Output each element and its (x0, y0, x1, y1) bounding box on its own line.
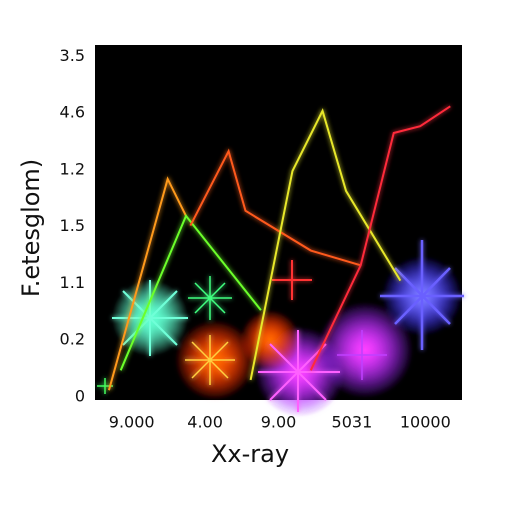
x-tick-label: 9.00 (261, 413, 297, 432)
y-tick-label: 1.2 (60, 159, 85, 178)
y-tick-label: 3.5 (60, 46, 85, 65)
y-tick-label: 1.1 (60, 273, 85, 292)
x-tick-label: 5031 (332, 413, 373, 432)
x-axis-label: Xx-ray (211, 440, 289, 468)
line (107, 176, 187, 391)
x-tick-label: 10000 (400, 413, 451, 432)
y-tick-label: 0 (75, 387, 85, 406)
lines (107, 105, 451, 391)
line (189, 148, 361, 267)
y-tick-label: 4.6 (60, 103, 85, 122)
y-tick-label: 1.5 (60, 216, 85, 235)
x-tick-label: 4.00 (187, 413, 223, 432)
y-tick-label: 0.2 (60, 330, 85, 349)
line (119, 213, 262, 371)
line (249, 108, 402, 381)
y-axis-label: F.etesglom) (17, 159, 45, 297)
line (309, 105, 451, 371)
x-tick-label: 9.000 (109, 413, 155, 432)
